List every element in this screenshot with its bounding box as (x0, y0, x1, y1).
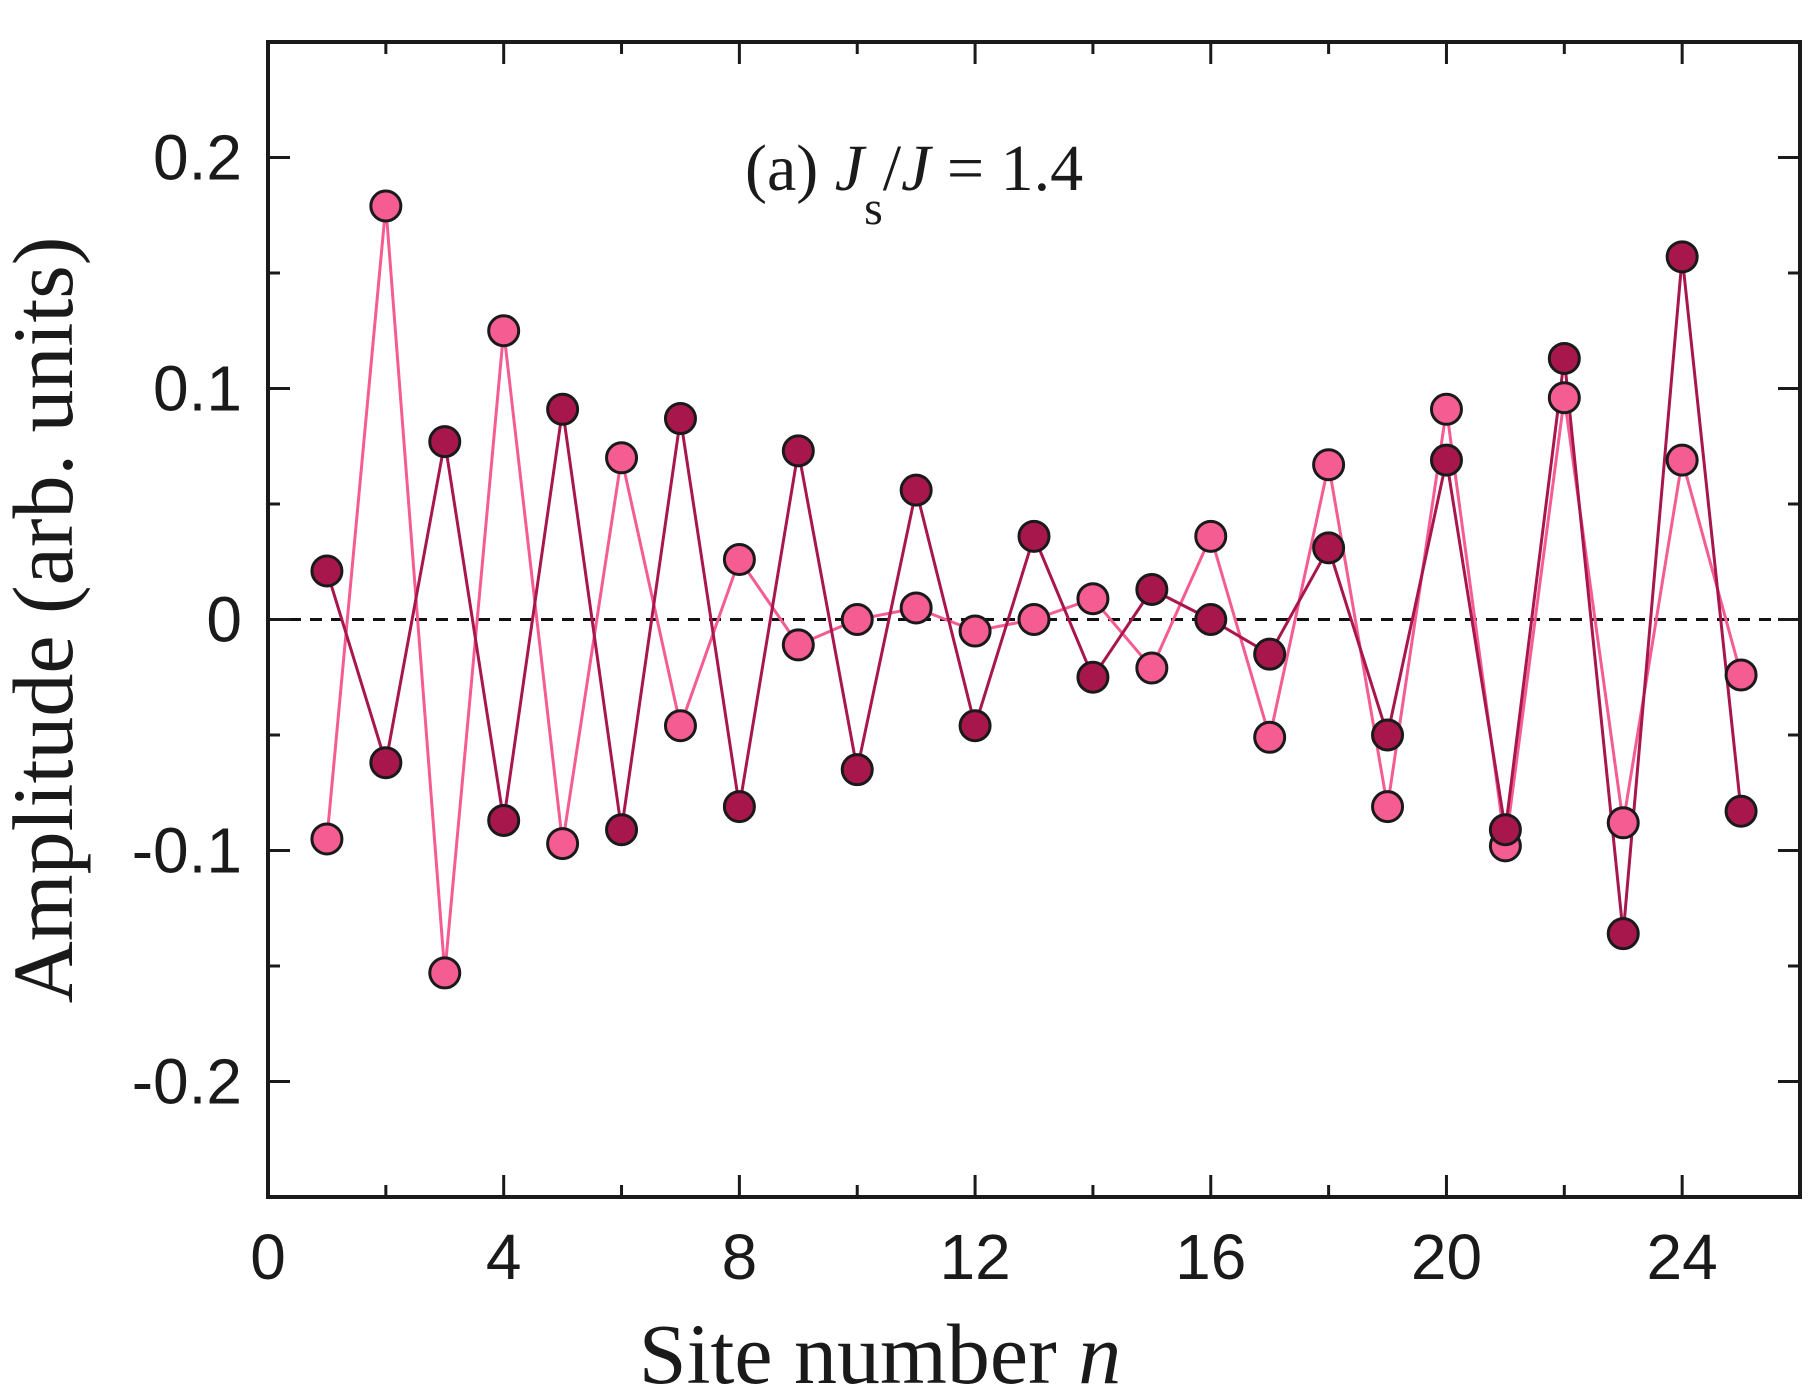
series-line-dark (325, 256, 1743, 934)
data-point-light-5 (546, 827, 580, 861)
y-tick-label: -0.1 (132, 815, 242, 887)
y-axis-title: Amplitude (arb. units) (0, 237, 91, 1004)
axes-frame-group (266, 40, 1802, 1199)
data-point-dark-25 (1724, 794, 1758, 828)
data-point-dark-1 (310, 554, 344, 588)
data-point-light-8 (722, 542, 756, 576)
data-point-dark-4 (487, 803, 521, 837)
data-point-dark-2 (369, 746, 403, 780)
data-point-light-11 (899, 591, 933, 625)
data-point-dark-12 (958, 709, 992, 743)
data-point-dark-22 (1547, 341, 1581, 375)
data-point-dark-23 (1606, 917, 1640, 951)
data-point-light-3 (428, 956, 462, 990)
tick-labels-group: 0 4 8 12 16 20 24 -0.2 -0.1 0 0.1 0.2 (132, 122, 1718, 1294)
y-tick-label: -0.2 (132, 1046, 242, 1118)
data-point-dark-21 (1488, 813, 1522, 847)
data-point-dark-7 (663, 402, 697, 436)
series-line-light (325, 205, 1743, 974)
data-point-dark-8 (722, 790, 756, 824)
data-point-light-17 (1253, 720, 1287, 754)
x-tick-label: 12 (939, 1221, 1010, 1293)
series-group (310, 189, 1758, 990)
y-tick-label: 0.1 (153, 353, 242, 425)
data-point-light-7 (663, 709, 697, 743)
data-point-dark-20 (1429, 443, 1463, 477)
x-axis-title: Site number n (639, 1306, 1122, 1396)
data-point-light-14 (1076, 582, 1110, 616)
data-point-dark-13 (1017, 519, 1051, 553)
data-point-light-2 (369, 189, 403, 223)
x-tick-label: 8 (722, 1221, 758, 1293)
y-tick-label: 0.2 (153, 122, 242, 194)
data-point-dark-24 (1665, 240, 1699, 274)
data-point-light-1 (310, 822, 344, 856)
chart-annotation: (a) Js/J = 1.4 (745, 132, 1083, 235)
data-point-light-24 (1665, 443, 1699, 477)
data-point-dark-10 (840, 753, 874, 787)
data-point-light-6 (605, 441, 639, 475)
data-point-light-19 (1371, 790, 1405, 824)
data-point-dark-18 (1312, 531, 1346, 565)
data-point-light-22 (1547, 381, 1581, 415)
data-point-dark-17 (1253, 637, 1287, 671)
x-tick-label: 24 (1647, 1221, 1718, 1293)
data-point-dark-11 (899, 473, 933, 507)
data-point-light-25 (1724, 658, 1758, 692)
data-point-dark-16 (1194, 603, 1228, 636)
data-point-dark-15 (1135, 572, 1169, 606)
data-point-light-12 (958, 614, 992, 648)
x-tick-label: 20 (1411, 1221, 1482, 1293)
data-point-light-10 (840, 603, 874, 636)
data-point-dark-3 (428, 425, 462, 459)
data-point-dark-19 (1371, 718, 1405, 752)
data-point-light-13 (1017, 603, 1051, 636)
x-tick-label: 4 (486, 1221, 522, 1293)
data-point-dark-6 (605, 813, 639, 847)
data-point-light-4 (487, 314, 521, 348)
data-point-light-23 (1606, 806, 1640, 840)
data-point-dark-5 (546, 392, 580, 426)
data-point-light-18 (1312, 448, 1346, 482)
data-point-dark-14 (1076, 660, 1110, 694)
data-point-light-16 (1194, 519, 1228, 553)
data-point-light-15 (1135, 651, 1169, 685)
data-point-light-20 (1429, 392, 1463, 426)
data-point-light-9 (781, 628, 815, 662)
y-tick-label: 0 (206, 584, 242, 656)
data-point-dark-9 (781, 434, 815, 468)
x-tick-label: 16 (1175, 1221, 1246, 1293)
x-tick-label: 0 (250, 1221, 286, 1293)
